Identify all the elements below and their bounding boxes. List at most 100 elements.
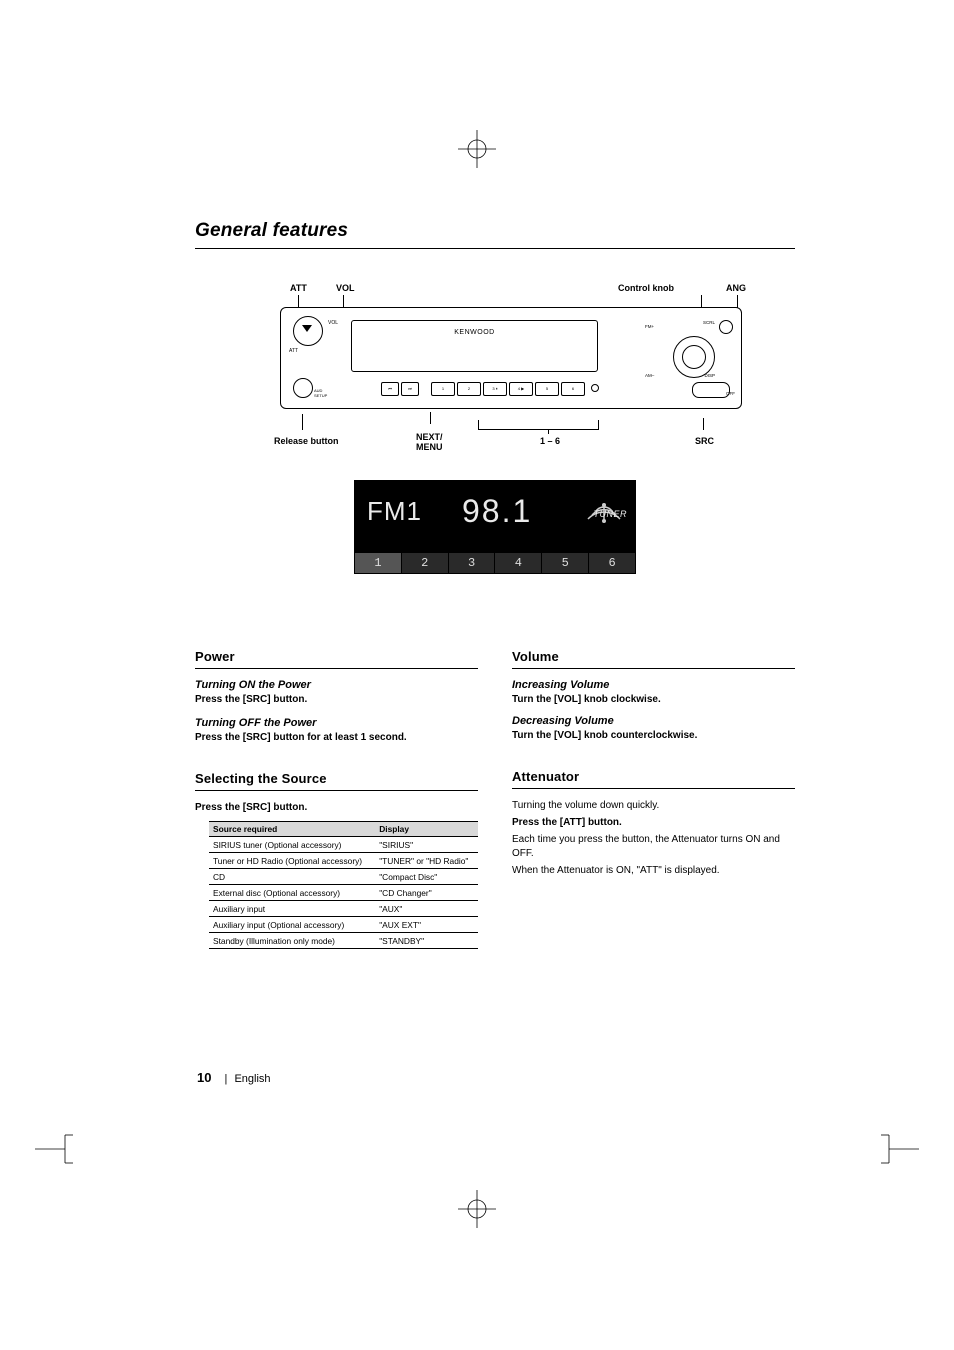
scrl-label: SCRL xyxy=(703,320,715,325)
callout-next-menu-l2: MENU xyxy=(416,442,443,452)
table-row: SIRIUS tuner (Optional accessory)"SIRIUS… xyxy=(209,837,478,853)
table-row: Auxiliary input"AUX" xyxy=(209,901,478,917)
faceplate-preset-6: 6 xyxy=(561,382,585,396)
faceplate-display: KENWOOD xyxy=(351,320,598,372)
faceplate-dot-icon xyxy=(591,384,599,392)
table-cell-source: Auxiliary input (Optional accessory) xyxy=(209,917,375,933)
heading-volume: Volume xyxy=(512,649,795,664)
callout-presets: 1 – 6 xyxy=(540,436,560,446)
body-attenuator-step: Press the [ATT] button. xyxy=(512,816,795,830)
title-rule xyxy=(195,248,795,249)
sub-volume-inc: Increasing Volume xyxy=(512,679,795,691)
table-row: Auxiliary input (Optional accessory)"AUX… xyxy=(209,917,478,933)
body-attenuator-1: Each time you press the button, the Atte… xyxy=(512,833,795,861)
table-row: Standby (Illumination only mode)"STANDBY… xyxy=(209,933,478,949)
source-table: Source required Display SIRIUS tuner (Op… xyxy=(209,821,478,949)
lcd-preset-6: 6 xyxy=(589,553,635,573)
fm-plus-label: FM+ xyxy=(645,324,654,329)
callout-src: SRC xyxy=(695,436,714,446)
body-attenuator-2: When the Attenuator is ON, "ATT" is disp… xyxy=(512,864,795,878)
table-cell-source: CD xyxy=(209,869,375,885)
am-minus-label: AM– xyxy=(645,373,654,378)
faceplate-right-cluster: FM+ SCRL AM– DISP OFF xyxy=(643,316,733,400)
faceplate-vol-label: VOL xyxy=(328,320,338,326)
table-cell-display: "Compact Disc" xyxy=(375,869,478,885)
page-footer: 10 | English xyxy=(197,1070,271,1085)
lcd-preset-5: 5 xyxy=(542,553,589,573)
callout-release-button: Release button xyxy=(274,436,339,446)
body-attenuator-lead: Turning the volume down quickly. xyxy=(512,799,795,813)
table-cell-source: SIRIUS tuner (Optional accessory) xyxy=(209,837,375,853)
sub-volume-dec: Decreasing Volume xyxy=(512,715,795,727)
signal-icon xyxy=(583,491,625,525)
faceplate-next-button: ⏮ xyxy=(381,382,399,396)
faceplate-preset-1: 1 xyxy=(431,382,455,396)
lcd-preset-3: 3 xyxy=(449,553,496,573)
table-row: CD"Compact Disc" xyxy=(209,869,478,885)
table-cell-display: "CD Changer" xyxy=(375,885,478,901)
faceplate-att-label: ATT xyxy=(289,348,298,354)
body-volume-inc: Turn the [VOL] knob clockwise. xyxy=(512,693,795,707)
brand-label: KENWOOD xyxy=(454,329,494,336)
registration-mark-left xyxy=(35,1130,73,1168)
page-language: English xyxy=(234,1073,270,1085)
table-row: Tuner or HD Radio (Optional accessory)"T… xyxy=(209,853,478,869)
control-knob-icon xyxy=(673,336,715,378)
lcd-preset-1: 1 xyxy=(355,553,402,573)
callout-ang: ANG xyxy=(726,283,746,293)
table-cell-display: "AUX EXT" xyxy=(375,917,478,933)
lcd-tuner-label: TUNER xyxy=(594,509,628,519)
table-cell-source: Auxiliary input xyxy=(209,901,375,917)
right-column: Volume Increasing Volume Turn the [VOL] … xyxy=(512,649,795,949)
source-table-col-source: Source required xyxy=(209,822,375,837)
faceplate-diagram: ATT VOL Control knob ANG Release button … xyxy=(250,277,770,452)
faceplate-preset-5: 5 xyxy=(535,382,559,396)
callout-att: ATT xyxy=(290,283,307,293)
callout-control-knob: Control knob xyxy=(618,283,674,293)
heading-attenuator: Attenuator xyxy=(512,769,795,784)
registration-mark-top xyxy=(458,130,496,168)
sub-power-on: Turning ON the Power xyxy=(195,679,478,691)
table-cell-source: Tuner or HD Radio (Optional accessory) xyxy=(209,853,375,869)
table-cell-display: "TUNER" or "HD Radio" xyxy=(375,853,478,869)
registration-mark-right xyxy=(881,1130,919,1168)
lcd-display: FM1 98.1 TUNER 1 2 3 xyxy=(354,480,636,574)
table-cell-source: External disc (Optional accessory) xyxy=(209,885,375,901)
table-cell-display: "STANDBY" xyxy=(375,933,478,949)
faceplate-preset-2: 2 xyxy=(457,382,481,396)
table-row: External disc (Optional accessory)"CD Ch… xyxy=(209,885,478,901)
lcd-preset-4: 4 xyxy=(495,553,542,573)
lcd-preset-2: 2 xyxy=(402,553,449,573)
heading-power: Power xyxy=(195,649,478,664)
table-cell-source: Standby (Illumination only mode) xyxy=(209,933,375,949)
faceplate-preset-3: 3 ⏸ xyxy=(483,382,507,396)
table-cell-display: "AUX" xyxy=(375,901,478,917)
faceplate: ATT VOL AUDSETUP KENWOOD ⏮ ⏭ 1 2 3 ⏸ 4 ▶… xyxy=(280,307,742,409)
body-volume-dec: Turn the [VOL] knob counterclockwise. xyxy=(512,729,795,743)
faceplate-preset-4: 4 ▶ xyxy=(509,382,533,396)
page-number: 10 xyxy=(197,1070,211,1085)
power-button-icon xyxy=(293,378,313,398)
callout-vol: VOL xyxy=(336,283,355,293)
left-column: Power Turning ON the Power Press the [SR… xyxy=(195,649,478,949)
table-cell-display: "SIRIUS" xyxy=(375,837,478,853)
off-label: OFF xyxy=(726,391,735,396)
page-title: General features xyxy=(195,220,795,242)
body-power-off: Press the [SRC] button for at least 1 se… xyxy=(195,731,478,745)
callout-next-menu-l1: NEXT/ xyxy=(416,432,443,442)
att-indicator-icon xyxy=(302,325,312,332)
callout-next-menu: NEXT/ MENU xyxy=(416,432,443,452)
disp-label: DISP xyxy=(704,373,715,378)
lcd-preset-row: 1 2 3 4 5 6 xyxy=(355,553,635,573)
heading-selecting-source: Selecting the Source xyxy=(195,771,478,786)
src-button-icon xyxy=(692,382,730,398)
ang-button-icon xyxy=(719,320,733,334)
lcd-frequency: 98.1 xyxy=(462,493,532,530)
body-selecting-source-lead: Press the [SRC] button. xyxy=(195,801,478,815)
body-power-on: Press the [SRC] button. xyxy=(195,693,478,707)
power-sub-labels: AUDSETUP xyxy=(314,388,327,398)
faceplate-menu-button: ⏭ xyxy=(401,382,419,396)
lcd-band: FM1 xyxy=(367,496,422,527)
source-table-col-display: Display xyxy=(375,822,478,837)
sub-power-off: Turning OFF the Power xyxy=(195,717,478,729)
